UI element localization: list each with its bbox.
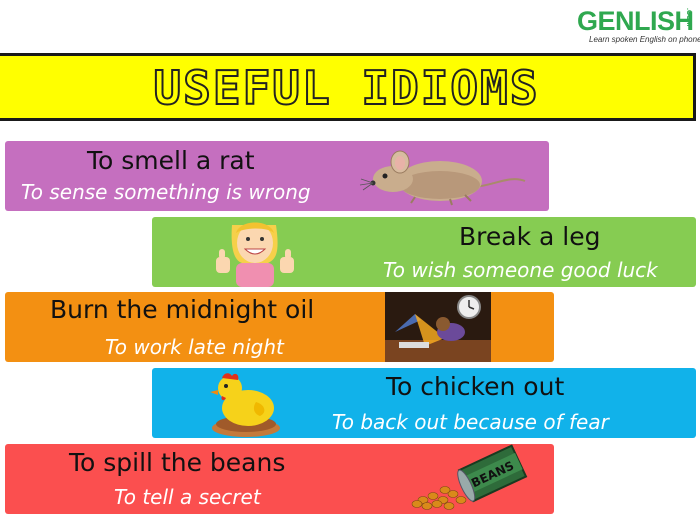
idiom-meaning: To wish someone good luck: [383, 258, 658, 282]
idiom-card-smell-a-rat: To smell a rat To sense something is wro…: [5, 141, 549, 211]
late-night-desk-icon: [385, 292, 491, 362]
page-title: USEFUL IDIOMS: [152, 61, 540, 115]
logo-letter-g: G: [577, 6, 598, 36]
logo-tagline: Learn spoken English on phone: [589, 35, 700, 44]
idiom-card-chicken-out: To chicken out To back out because of fe…: [152, 368, 696, 438]
genlish-logo: GENLISH .COM Learn spoken English on pho…: [577, 6, 700, 46]
idiom-card-midnight-oil: Burn the midnight oil To work late night: [5, 292, 554, 362]
idiom-card-spill-the-beans: To spill the beans To tell a secret BEAN…: [5, 444, 554, 514]
idiom-meaning: To sense something is wrong: [21, 180, 311, 204]
idiom-phrase: To chicken out: [386, 372, 565, 401]
idiom-meaning: To back out because of fear: [332, 410, 609, 434]
rat-icon: [359, 150, 526, 206]
idiom-phrase: To smell a rat: [87, 146, 255, 175]
girl-thumbs-up-icon: [216, 222, 294, 287]
spilled-beans-can-icon: BEANS: [411, 444, 528, 510]
idiom-phrase: Break a leg: [459, 222, 601, 251]
title-banner: USEFUL IDIOMS: [0, 53, 696, 121]
idiom-meaning: To tell a secret: [114, 485, 261, 509]
hen-icon: [210, 373, 280, 437]
idiom-meaning: To work late night: [105, 335, 284, 359]
idiom-phrase: To spill the beans: [69, 448, 286, 477]
idiom-card-break-a-leg: Break a leg To wish someone good luck: [152, 217, 696, 287]
logo-letters: ENLISH: [597, 6, 695, 36]
idiom-phrase: Burn the midnight oil: [50, 295, 315, 324]
logo-domain: .COM: [685, 8, 692, 27]
logo-wordmark: GENLISH: [577, 6, 694, 36]
